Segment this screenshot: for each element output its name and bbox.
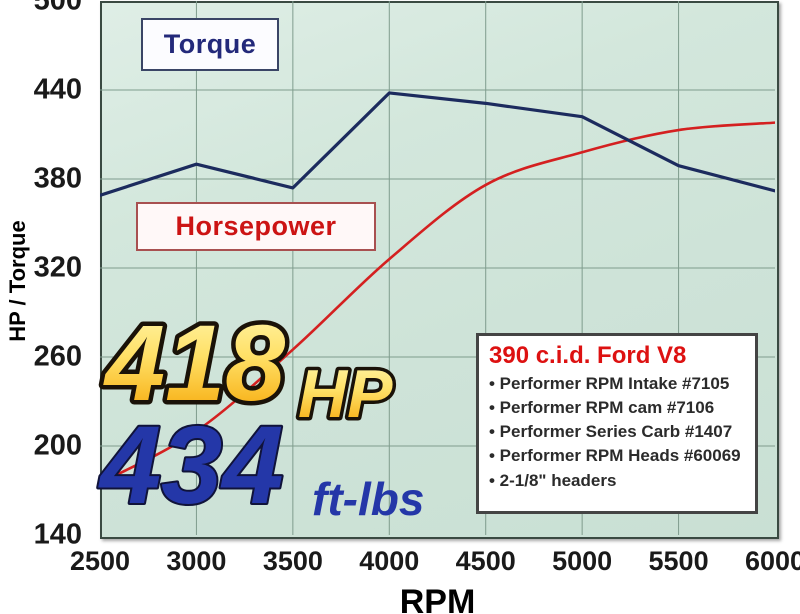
svg-text:HP: HP <box>298 356 393 432</box>
svg-text:ft-lbs: ft-lbs <box>312 473 424 525</box>
svg-text:434: 434 <box>98 404 284 527</box>
